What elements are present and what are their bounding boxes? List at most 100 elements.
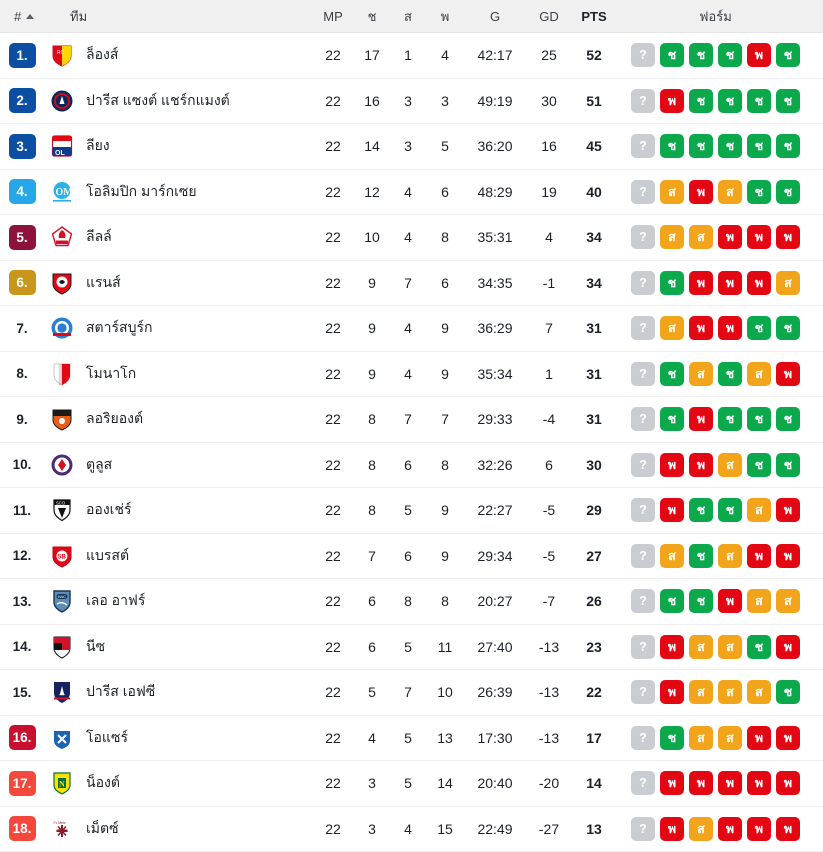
form-badge-win[interactable]: ช bbox=[718, 407, 742, 432]
team-cell[interactable]: แรนส์ bbox=[44, 271, 312, 295]
form-badge-win[interactable]: ช bbox=[776, 407, 800, 432]
form-badge-unknown[interactable]: ? bbox=[631, 498, 655, 523]
form-badge-win[interactable]: ช bbox=[718, 498, 742, 523]
form-badge-win[interactable]: ช bbox=[718, 134, 742, 159]
form-badge-loss[interactable]: พ bbox=[660, 498, 684, 523]
form-badge-loss[interactable]: พ bbox=[776, 634, 800, 659]
form-badge-draw[interactable]: ส bbox=[718, 634, 742, 659]
form-badge-draw[interactable]: ส bbox=[718, 680, 742, 705]
form-badge-draw[interactable]: ส bbox=[747, 498, 771, 523]
form-badge-loss[interactable]: พ bbox=[747, 43, 771, 68]
table-row[interactable]: 10. ตูลูส 22 8 6 8 32:26 6 30? พพสชช bbox=[0, 442, 823, 488]
form-badge-draw[interactable]: ส bbox=[660, 179, 684, 204]
team-cell[interactable]: HAC เลอ อาฟร์ bbox=[44, 589, 312, 614]
form-badge-draw[interactable]: ส bbox=[747, 589, 771, 614]
form-badge-unknown[interactable]: ? bbox=[631, 407, 655, 432]
form-badge-loss[interactable]: พ bbox=[718, 316, 742, 341]
form-badge-win[interactable]: ช bbox=[689, 589, 713, 614]
form-badge-loss[interactable]: พ bbox=[747, 543, 771, 568]
team-cell[interactable]: OL ลียง bbox=[44, 134, 312, 158]
form-badge-unknown[interactable]: ? bbox=[631, 543, 655, 568]
form-badge-draw[interactable]: ส bbox=[747, 680, 771, 705]
form-badge-win[interactable]: ช bbox=[660, 361, 684, 386]
table-row[interactable]: 13. HAC เลอ อาฟร์ 22 6 8 8 20:27 -7 26? ชชพสส bbox=[0, 579, 823, 625]
form-badge-win[interactable]: ช bbox=[660, 134, 684, 159]
form-badge-win[interactable]: ช bbox=[689, 43, 713, 68]
form-badge-win[interactable]: ช bbox=[747, 452, 771, 477]
form-badge-draw[interactable]: ส bbox=[660, 316, 684, 341]
form-badge-draw[interactable]: ส bbox=[660, 225, 684, 250]
form-badge-loss[interactable]: พ bbox=[660, 88, 684, 113]
form-badge-loss[interactable]: พ bbox=[718, 816, 742, 841]
form-badge-unknown[interactable]: ? bbox=[631, 134, 655, 159]
table-row[interactable]: 8. โมนาโก 22 9 4 9 35:34 1 31? ชสชสพ bbox=[0, 351, 823, 397]
table-row[interactable]: 17. N น็องต์ 22 3 5 14 20:40 -20 14? พพพพพ bbox=[0, 761, 823, 807]
form-badge-unknown[interactable]: ? bbox=[631, 771, 655, 796]
table-row[interactable]: 15. ปารีส เอฟซี 22 5 7 10 26:39 -13 22? พสสสช bbox=[0, 670, 823, 716]
form-badge-loss[interactable]: พ bbox=[718, 270, 742, 295]
form-badge-unknown[interactable]: ? bbox=[631, 634, 655, 659]
column-header-goals[interactable]: G bbox=[464, 9, 526, 24]
form-badge-loss[interactable]: พ bbox=[776, 543, 800, 568]
team-cell[interactable]: โอแซร์ bbox=[44, 726, 312, 750]
column-header-points[interactable]: PTS bbox=[572, 9, 616, 24]
form-badge-loss[interactable]: พ bbox=[776, 771, 800, 796]
form-badge-loss[interactable]: พ bbox=[747, 270, 771, 295]
team-cell[interactable]: ลีลล์ bbox=[44, 225, 312, 249]
form-badge-draw[interactable]: ส bbox=[689, 725, 713, 750]
form-badge-loss[interactable]: พ bbox=[689, 179, 713, 204]
team-cell[interactable]: Fc Metz เม็ตซ์ bbox=[44, 817, 312, 841]
team-cell[interactable]: N น็องต์ bbox=[44, 771, 312, 795]
form-badge-draw[interactable]: ส bbox=[718, 179, 742, 204]
form-badge-loss[interactable]: พ bbox=[689, 771, 713, 796]
form-badge-win[interactable]: ช bbox=[747, 179, 771, 204]
table-row[interactable]: 5. ลีลล์ 22 10 4 8 35:31 4 34? สสพพพ bbox=[0, 215, 823, 261]
form-badge-win[interactable]: ช bbox=[776, 680, 800, 705]
form-badge-loss[interactable]: พ bbox=[689, 270, 713, 295]
column-header-team[interactable]: ทีม bbox=[44, 6, 312, 27]
form-badge-win[interactable]: ช bbox=[718, 361, 742, 386]
team-cell[interactable]: โมนาโก bbox=[44, 362, 312, 386]
form-badge-loss[interactable]: พ bbox=[747, 816, 771, 841]
team-cell[interactable]: นีซ bbox=[44, 635, 312, 659]
team-cell[interactable]: SCO อองเช่ร์ bbox=[44, 498, 312, 522]
column-header-losses[interactable]: พ bbox=[426, 6, 464, 27]
form-badge-win[interactable]: ช bbox=[776, 134, 800, 159]
column-header-goal-diff[interactable]: GD bbox=[526, 9, 572, 24]
team-cell[interactable]: RC ล็องส์ bbox=[44, 43, 312, 67]
form-badge-loss[interactable]: พ bbox=[776, 816, 800, 841]
form-badge-win[interactable]: ช bbox=[776, 88, 800, 113]
form-badge-unknown[interactable]: ? bbox=[631, 270, 655, 295]
form-badge-draw[interactable]: ส bbox=[776, 589, 800, 614]
form-badge-win[interactable]: ช bbox=[747, 316, 771, 341]
form-badge-loss[interactable]: พ bbox=[660, 680, 684, 705]
form-badge-win[interactable]: ช bbox=[747, 634, 771, 659]
form-badge-draw[interactable]: ส bbox=[718, 543, 742, 568]
form-badge-win[interactable]: ช bbox=[660, 589, 684, 614]
form-badge-draw[interactable]: ส bbox=[718, 725, 742, 750]
form-badge-win[interactable]: ช bbox=[689, 88, 713, 113]
form-badge-unknown[interactable]: ? bbox=[631, 680, 655, 705]
table-row[interactable]: 1. RC ล็องส์ 22 17 1 4 42:17 25 52? ชชชพช bbox=[0, 33, 823, 79]
form-badge-loss[interactable]: พ bbox=[747, 771, 771, 796]
form-badge-draw[interactable]: ส bbox=[718, 452, 742, 477]
form-badge-draw[interactable]: ส bbox=[689, 634, 713, 659]
form-badge-loss[interactable]: พ bbox=[660, 634, 684, 659]
column-header-wins[interactable]: ช bbox=[354, 6, 390, 27]
table-row[interactable]: 7. สตาร์สบูร์ก 22 9 4 9 36:29 7 31? สพพชช bbox=[0, 306, 823, 352]
table-row[interactable]: 9. ลอริยองต์ 22 8 7 7 29:33 -4 31? ชพชชช bbox=[0, 397, 823, 443]
form-badge-draw[interactable]: ส bbox=[689, 816, 713, 841]
column-header-mp[interactable]: MP bbox=[312, 9, 354, 24]
form-badge-unknown[interactable]: ? bbox=[631, 361, 655, 386]
form-badge-unknown[interactable]: ? bbox=[631, 179, 655, 204]
form-badge-win[interactable]: ช bbox=[660, 725, 684, 750]
form-badge-loss[interactable]: พ bbox=[689, 452, 713, 477]
form-badge-loss[interactable]: พ bbox=[718, 589, 742, 614]
form-badge-unknown[interactable]: ? bbox=[631, 316, 655, 341]
form-badge-loss[interactable]: พ bbox=[718, 225, 742, 250]
table-row[interactable]: 11. SCO อองเช่ร์ 22 8 5 9 22:27 -5 29? พชชสพ bbox=[0, 488, 823, 534]
form-badge-win[interactable]: ช bbox=[747, 134, 771, 159]
form-badge-loss[interactable]: พ bbox=[776, 498, 800, 523]
form-badge-loss[interactable]: พ bbox=[776, 361, 800, 386]
team-cell[interactable]: ปารีส แซงต์ แชร์กแมงต์ bbox=[44, 89, 312, 113]
